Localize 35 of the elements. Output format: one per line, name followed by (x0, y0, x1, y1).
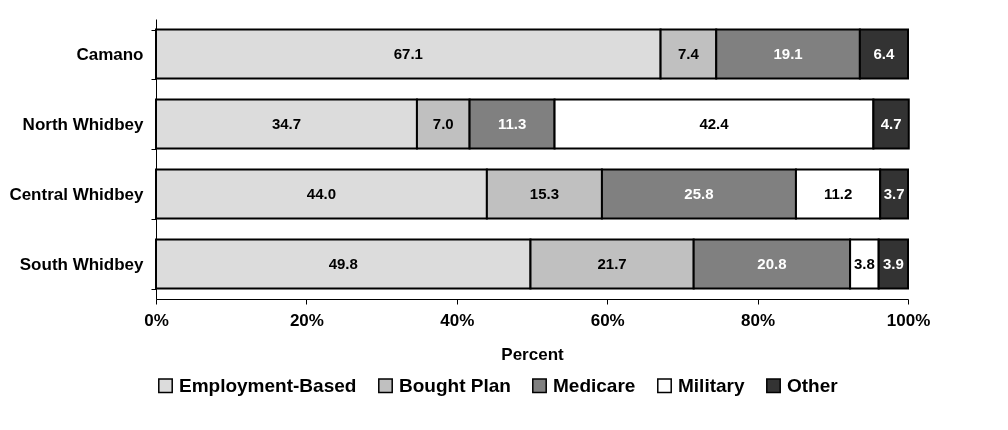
data-label: 11.2 (823, 185, 853, 202)
data-label: 49.8 (328, 255, 358, 272)
y-tick-label: North Whidbey (22, 114, 145, 134)
y-tick-label: Central Whidbey (9, 184, 145, 204)
data-label: 42.4 (699, 115, 730, 132)
data-label: 34.7 (271, 115, 302, 132)
data-label: 21.7 (597, 255, 627, 272)
legend-label: Other (787, 374, 839, 396)
x-tick-label: 60% (590, 310, 625, 330)
y-tick-label: South Whidbey (19, 254, 145, 274)
y-tick-label: Camano (76, 44, 144, 64)
legend-label: Military (678, 374, 745, 396)
x-axis-title: Percent (501, 344, 565, 364)
x-tick-label: 40% (440, 310, 475, 330)
x-tick-label: 100% (886, 310, 931, 330)
data-label: 4.7 (880, 115, 902, 132)
data-label: 3.9 (882, 255, 904, 272)
legend-label: Medicare (553, 374, 636, 396)
data-label: 7.4 (677, 45, 700, 62)
data-label: 25.8 (684, 185, 714, 202)
legend-label: Employment-Based (179, 374, 357, 396)
data-label: 19.1 (773, 45, 803, 62)
data-label: 3.8 (853, 255, 875, 272)
data-label: 7.0 (432, 115, 454, 132)
x-tick-label: 80% (741, 310, 776, 330)
data-label: 67.1 (393, 45, 423, 62)
data-label: 3.7 (883, 185, 905, 202)
data-label: 11.3 (497, 115, 527, 132)
data-label: 20.8 (757, 255, 787, 272)
x-tick-label: 20% (289, 310, 324, 330)
x-tick-label: 0% (144, 310, 169, 330)
data-label: 15.3 (529, 185, 560, 202)
data-label: 44.0 (306, 185, 337, 202)
legend-label: Bought Plan (399, 374, 511, 396)
data-label: 6.4 (873, 45, 896, 62)
